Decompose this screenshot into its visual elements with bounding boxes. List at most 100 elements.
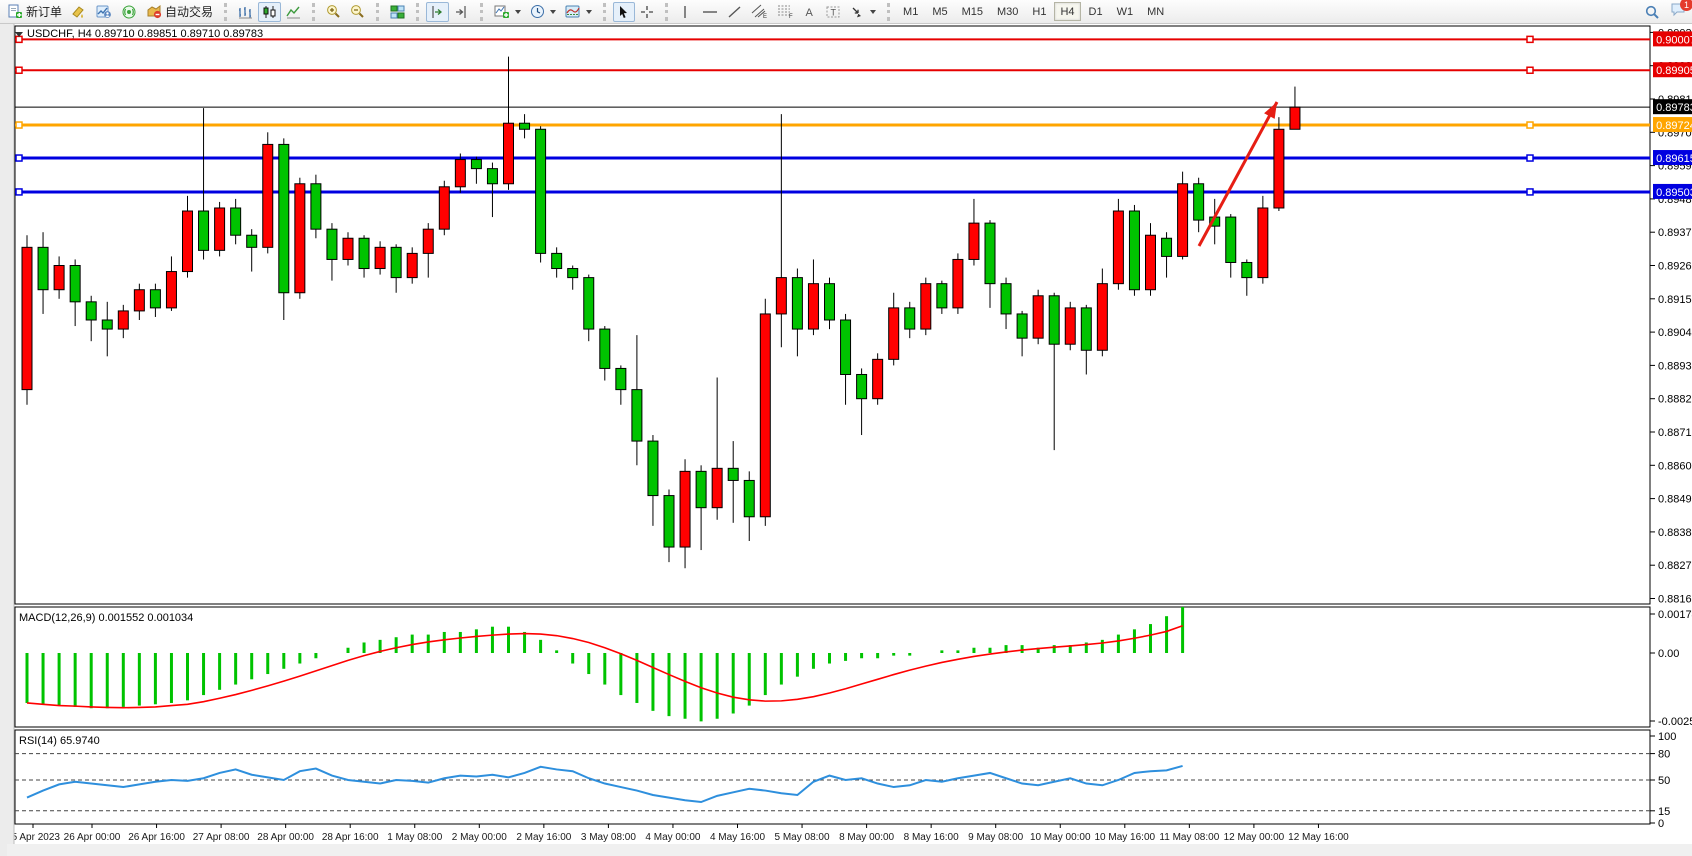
time-tick: 28 Apr 00:00 — [257, 832, 314, 843]
indicators-button[interactable] — [490, 2, 525, 22]
new-order-label: 新订单 — [26, 5, 63, 19]
chart-shift-icon — [432, 5, 443, 18]
dropdown-caret — [550, 9, 557, 14]
candle-down — [631, 389, 643, 442]
cursor-icon — [620, 5, 628, 18]
chart-shift-button[interactable] — [426, 1, 450, 22]
periods-button[interactable] — [526, 2, 560, 22]
candle-up — [374, 246, 386, 270]
vertical-line-tool-button[interactable] — [675, 2, 697, 22]
price-badge: 0.89905 — [1653, 62, 1692, 78]
search-icon[interactable] — [1645, 5, 1660, 20]
arrows-tool-button[interactable] — [846, 2, 880, 22]
timeframe-m1[interactable]: M1 — [903, 5, 919, 18]
timeframe-w1[interactable]: W1 — [1116, 5, 1134, 18]
candle-up — [117, 310, 129, 330]
candle-up — [1289, 106, 1301, 130]
rsi-axis-tick: 100 — [1658, 731, 1676, 743]
time-tick: 4 May 16:00 — [710, 832, 765, 843]
candle-down — [390, 246, 402, 279]
indicators-icon — [494, 5, 510, 18]
svg-text:F: F — [789, 14, 793, 19]
candle-down — [663, 495, 675, 548]
chart-window[interactable]: USDCHF, H4 0.89710 0.89851 0.89710 0.897… — [0, 24, 1692, 856]
candle-up — [53, 265, 65, 291]
candlestick-chart-button[interactable] — [258, 1, 282, 22]
svg-text:A: A — [806, 7, 814, 19]
auto-scroll-button[interactable] — [450, 2, 473, 22]
macd-layer: 0.001749 0.00 -0.002581 MACD(12,26,9) 0.001… — [19, 606, 1692, 728]
candle-up — [1032, 295, 1044, 339]
toolbar-separator — [312, 2, 317, 21]
text-icon: A — [806, 7, 814, 19]
new-order-button[interactable]: 新订单 — [4, 2, 66, 22]
styler-button[interactable] — [67, 2, 91, 22]
candle-up — [1064, 307, 1076, 345]
time-tick: 26 Apr 00:00 — [64, 832, 121, 843]
templates-button[interactable] — [561, 2, 596, 22]
bar-chart-button[interactable] — [234, 2, 257, 22]
candle-down — [1016, 313, 1028, 339]
timeframe-h1[interactable]: H1 — [1032, 5, 1047, 18]
chart-canvas[interactable]: 0.900300.899200.898100.897000.895900.894… — [7, 24, 1692, 856]
signal-button[interactable] — [117, 2, 141, 22]
candle-down — [1193, 183, 1205, 221]
time-tick: 11 May 08:00 — [1159, 832, 1219, 843]
channel-tool-button[interactable]: E — [747, 2, 772, 22]
auto-trading-label: 自动交易 — [165, 5, 214, 19]
line-handle — [15, 66, 23, 74]
zoom-in-button[interactable] — [322, 2, 345, 22]
line-handle — [15, 121, 23, 129]
toolbar-separator — [887, 2, 892, 21]
crosshair-icon — [641, 5, 654, 18]
candle-up — [165, 271, 177, 309]
horizontal-line-tool-button[interactable] — [698, 2, 722, 22]
candle-down — [230, 207, 242, 236]
line-handle — [15, 188, 23, 196]
rsi-axis-tick: 0 — [1658, 818, 1664, 830]
zoom-out-button[interactable] — [346, 2, 369, 22]
new-order-icon — [8, 4, 22, 18]
text-tool-button[interactable]: A — [799, 2, 821, 22]
candlestick-icon — [263, 5, 276, 18]
candle-up — [1145, 234, 1156, 291]
tile-windows-button[interactable] — [386, 2, 409, 22]
notifications-button[interactable]: 1 — [1670, 0, 1692, 22]
svg-text:0.89615: 0.89615 — [1656, 153, 1692, 165]
time-tick: 25 Apr 2023 — [7, 832, 60, 843]
trendline-icon — [728, 5, 741, 18]
trend-arrow[interactable] — [1197, 101, 1279, 247]
text-label-tool-button[interactable]: T — [822, 2, 845, 22]
candle-down — [37, 246, 49, 291]
auto-trading-button[interactable]: 自动交易 — [142, 2, 217, 22]
line-chart-button[interactable] — [282, 2, 305, 22]
time-tick: 12 May 16:00 — [1288, 832, 1349, 843]
timeframe-d1[interactable]: D1 — [1088, 5, 1103, 18]
candle-down — [791, 277, 803, 330]
crosshair-tool-button[interactable] — [636, 2, 658, 22]
timeframe-m15[interactable]: M15 — [961, 5, 983, 18]
timeframe-m30[interactable]: M30 — [997, 5, 1019, 18]
candle-down — [69, 265, 81, 303]
candle-down — [486, 168, 498, 185]
timeframe-m5[interactable]: M5 — [932, 5, 948, 18]
timeframe-h4[interactable]: H4 — [1054, 2, 1081, 21]
cursor-tool-button[interactable] — [613, 1, 636, 22]
profile-button[interactable] — [92, 2, 116, 22]
trendline-tool-button[interactable] — [723, 2, 746, 22]
candle-up — [1273, 128, 1285, 209]
vertical-line-icon — [684, 5, 686, 18]
timeframe-mn[interactable]: MN — [1147, 5, 1165, 18]
chart-title-text: USDCHF, H4 0.89710 0.89851 0.89710 0.897… — [27, 28, 264, 40]
expand-triangle-icon — [15, 31, 23, 37]
candle-up — [920, 283, 932, 330]
fibonacci-tool-button[interactable]: F — [773, 2, 798, 22]
auto-trading-icon — [147, 5, 162, 19]
time-tick: 2 May 00:00 — [452, 832, 507, 843]
macd-label: MACD(12,26,9) 0.001552 0.001034 — [19, 612, 193, 624]
